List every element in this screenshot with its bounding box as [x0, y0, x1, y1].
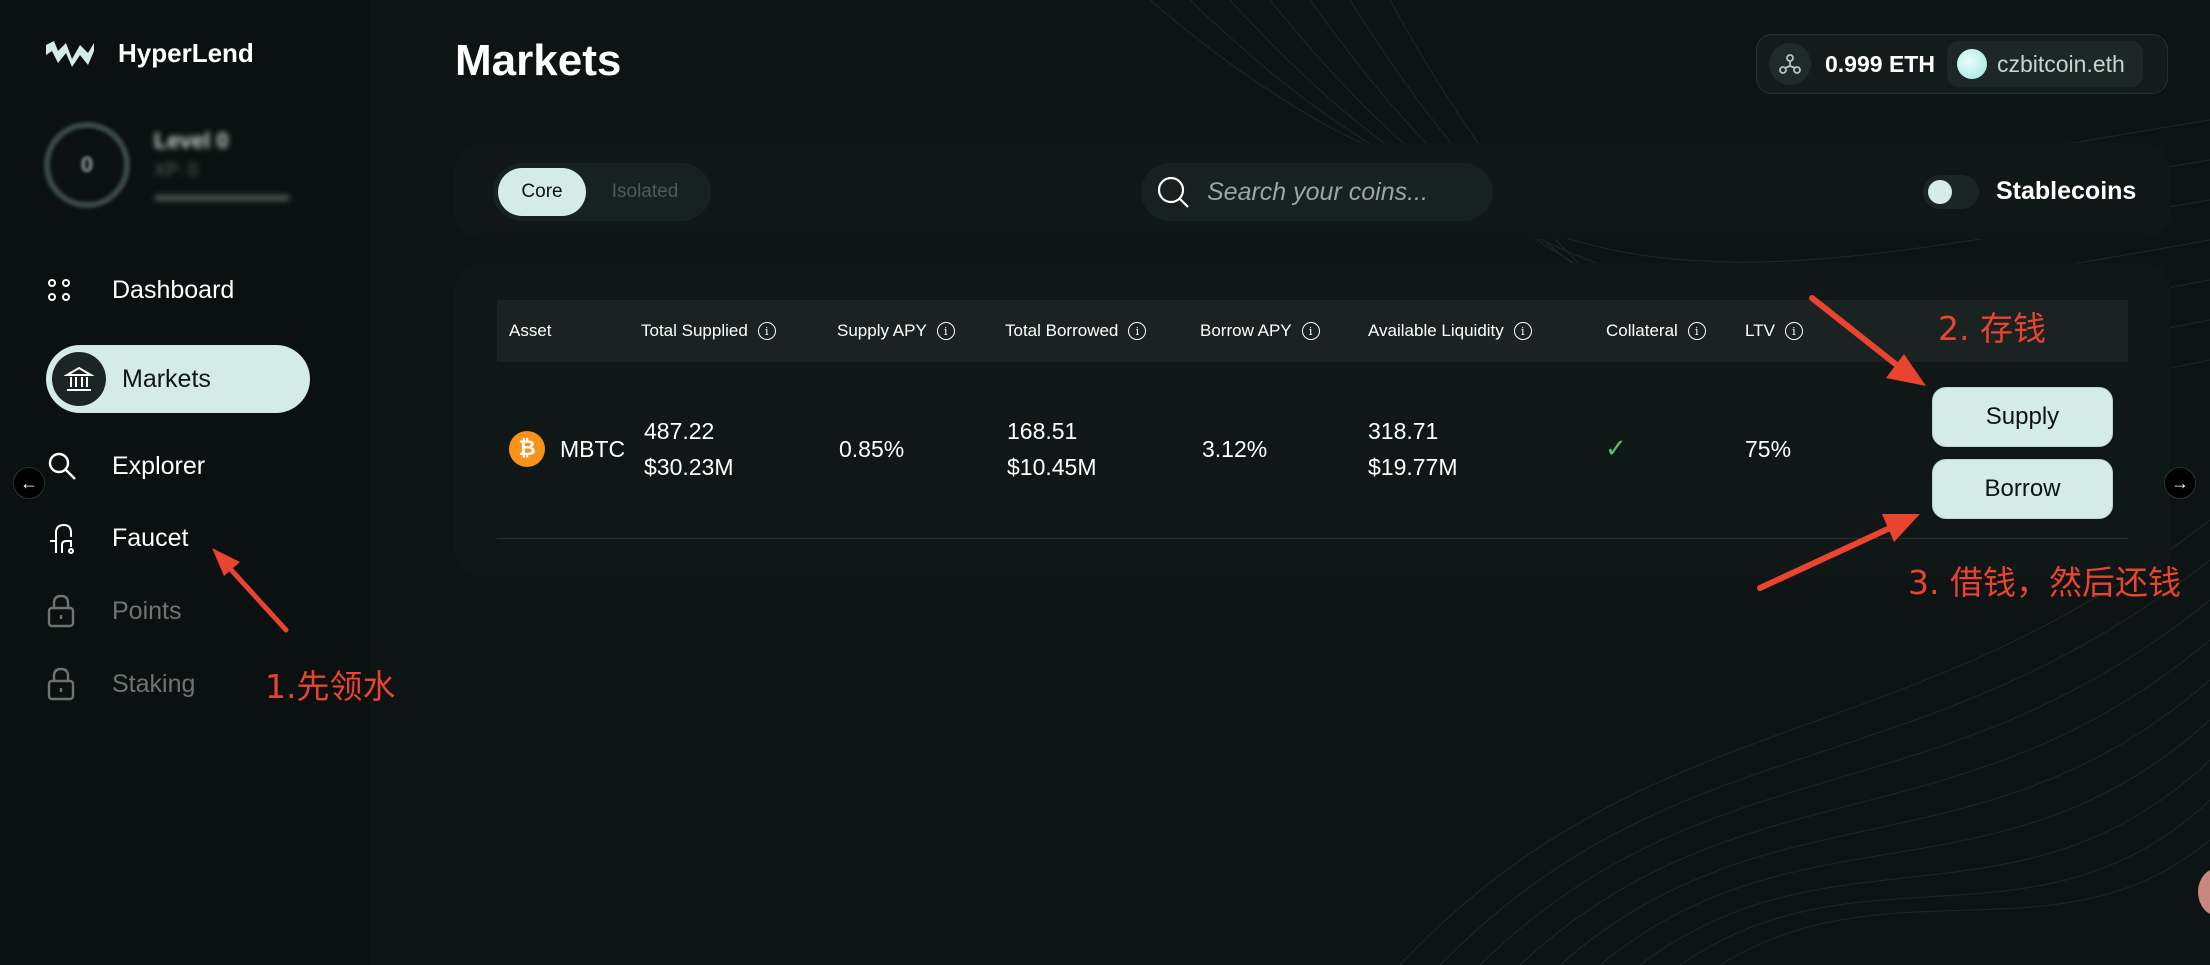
header-available-liquidity: Available Liquidity i [1368, 321, 1532, 341]
header-label: Available Liquidity [1368, 321, 1504, 340]
faucet-icon [46, 521, 112, 555]
account-button[interactable]: czbitcoin.eth [1946, 41, 2143, 87]
toggle-knob [1928, 180, 1952, 204]
supply-apy: 0.85% [839, 436, 905, 462]
sidebar-item-label: Explorer [112, 451, 206, 480]
tab-isolated[interactable]: Isolated [611, 181, 679, 202]
annotation-step-2: 2. 存钱 [1938, 309, 2046, 348]
header-label: Total Supplied [641, 321, 748, 340]
lock-icon [46, 666, 112, 702]
search-input[interactable] [1207, 177, 1467, 207]
annotation-step-1: 1.先领水 [265, 667, 396, 706]
sidebar: HyperLend 0 Level 0 XP: 0 Dashboard Mark… [0, 0, 370, 965]
header-supply-apy: Supply APY i [837, 321, 955, 341]
user-level-card[interactable]: 0 Level 0 XP: 0 [44, 122, 290, 208]
markets-table: Asset Total Supplied i Supply APY i Total … [455, 263, 2170, 577]
sidebar-item-dashboard[interactable]: Dashboard [46, 258, 234, 322]
sidebar-item-label: Dashboard [112, 275, 235, 304]
sidebar-item-label: Markets [122, 364, 211, 393]
info-icon[interactable]: i [1301, 322, 1320, 340]
ltv-value: 75% [1745, 436, 1792, 462]
page-title: Markets [455, 36, 622, 85]
total-supplied-usd: $30.23M [644, 454, 734, 480]
header-label: Supply APY [837, 321, 927, 340]
avatar [1956, 49, 1987, 79]
hyperlend-logo-icon [46, 40, 94, 67]
sidebar-item-points[interactable]: Points [46, 579, 181, 643]
header-total-supplied: Total Supplied i [641, 321, 776, 341]
sidebar-item-staking[interactable]: Staking [46, 652, 195, 716]
search-icon [1157, 176, 1189, 208]
level-badge: 0 [44, 122, 130, 208]
stablecoins-label: Stablecoins [1996, 177, 2137, 205]
search-icon [46, 450, 112, 482]
lock-icon [46, 593, 112, 629]
header-label: Borrow APY [1200, 321, 1292, 340]
app-name: HyperLend [118, 38, 254, 68]
scroll-left-button[interactable]: ← [13, 467, 45, 499]
info-icon[interactable]: i [1513, 322, 1532, 340]
tab-core[interactable]: Core [498, 168, 586, 216]
header-label: Asset [509, 321, 552, 340]
borrow-button[interactable]: Borrow [1932, 459, 2113, 519]
stablecoins-toggle[interactable] [1923, 175, 1979, 209]
sidebar-item-markets[interactable]: Markets [46, 345, 310, 413]
dashboard-icon [46, 277, 112, 303]
info-icon[interactable]: i [1687, 322, 1706, 340]
available-liquidity-usd: $19.77M [1368, 454, 1458, 480]
level-info: Level 0 XP: 0 [154, 128, 314, 201]
logo[interactable]: HyperLend [44, 38, 254, 69]
annotation-step-3: 3. 借钱，然后还钱 [1908, 563, 2181, 602]
wallet-widget[interactable]: 0.999 ETH czbitcoin.eth [1756, 34, 2168, 94]
arrow-left-icon: ← [20, 472, 38, 493]
collateral-check-icon: ✓ [1605, 433, 1627, 463]
info-icon[interactable]: i [1128, 322, 1147, 340]
header-collateral: Collateral i [1606, 321, 1706, 341]
header-total-borrowed: Total Borrowed i [1005, 321, 1147, 341]
sidebar-item-explorer[interactable]: Explorer [46, 434, 205, 498]
market-type-toggle: Core Isolated [493, 163, 711, 221]
xp-progress-bar [154, 195, 290, 201]
search-box[interactable] [1141, 163, 1493, 221]
account-name: czbitcoin.eth [1996, 50, 2125, 77]
sidebar-item-label: Faucet [112, 523, 189, 552]
network-icon [1769, 43, 1811, 85]
asset-name: MBTC [560, 436, 626, 462]
bitcoin-icon: ₿ [509, 431, 545, 467]
header-ltv: LTV i [1745, 321, 1803, 341]
sidebar-item-faucet[interactable]: Faucet [46, 506, 188, 570]
borrow-apy: 3.12% [1202, 436, 1268, 462]
level-xp: XP: 0 [154, 160, 199, 180]
bank-icon [52, 352, 106, 406]
arrow-right-icon: → [2171, 472, 2189, 493]
chat-widget[interactable] [2198, 868, 2210, 916]
level-name: Level 0 [154, 128, 229, 153]
header-label: Total Borrowed [1005, 321, 1119, 340]
header-label: Collateral [1606, 321, 1678, 340]
sidebar-item-label: Staking [112, 669, 196, 698]
level-number: 0 [80, 152, 94, 177]
total-borrowed-usd: $10.45M [1007, 454, 1097, 480]
info-icon[interactable]: i [757, 322, 776, 340]
scroll-right-button[interactable]: → [2164, 467, 2196, 499]
header-label: LTV [1745, 321, 1775, 340]
info-icon[interactable]: i [1784, 322, 1803, 340]
table-row[interactable]: ₿ MBTC 487.22 $30.23M 0.85% 168.51 $10.4… [497, 362, 2128, 539]
header-asset: Asset [509, 321, 552, 341]
available-liquidity: 318.71 [1368, 418, 1439, 444]
total-borrowed: 168.51 [1007, 418, 1078, 444]
supply-button[interactable]: Supply [1932, 387, 2113, 447]
wallet-balance: 0.999 ETH [1825, 50, 1935, 77]
sidebar-item-label: Points [112, 596, 182, 625]
info-icon[interactable]: i [936, 322, 955, 340]
filter-bar: Core Isolated Stablecoins [455, 143, 2170, 239]
header-borrow-apy: Borrow APY i [1200, 321, 1320, 341]
total-supplied: 487.22 [644, 418, 715, 444]
table-header: Asset Total Supplied i Supply APY i Total … [497, 300, 2128, 362]
